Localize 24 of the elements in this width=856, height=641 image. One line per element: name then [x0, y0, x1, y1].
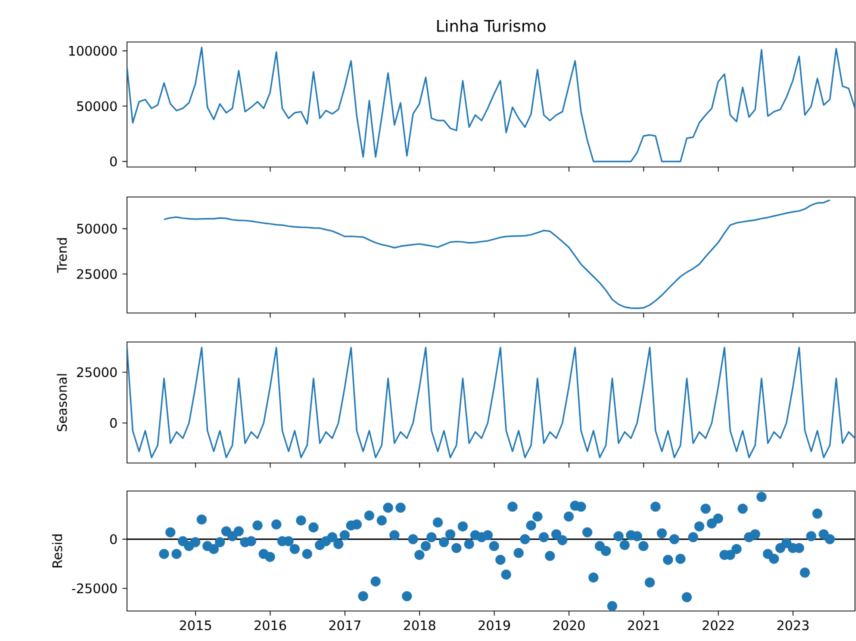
- y-tick-label: 0: [110, 156, 117, 166]
- y-axis-title: Seasonal: [56, 374, 67, 432]
- y-tick-label: 100000: [69, 46, 117, 56]
- x-tick-label: 2018: [404, 620, 436, 630]
- y-tick-label: 0: [110, 418, 117, 428]
- x-tick-label: 2015: [180, 620, 212, 630]
- x-tick-label: 2016: [254, 620, 286, 630]
- y-tick-label: 25000: [77, 269, 117, 279]
- x-tick-label: 2019: [478, 620, 510, 630]
- x-tick-label: 2021: [628, 620, 660, 630]
- x-tick-label: 2023: [777, 620, 809, 630]
- y-tick-label: 50000: [77, 101, 117, 112]
- y-axis-title: Resid: [52, 534, 62, 568]
- y-tick-label: 50000: [77, 224, 117, 234]
- line-series: [127, 346, 856, 458]
- x-tick-label: 2022: [702, 620, 734, 630]
- x-tick-label: 2017: [329, 620, 360, 630]
- y-tick-label: 25000: [77, 367, 117, 378]
- x-tick-label: 2020: [553, 620, 585, 630]
- y-tick-label: -25000: [72, 583, 117, 594]
- line-series: [163, 199, 831, 310]
- y-axis-title: Trend: [56, 238, 67, 273]
- chart-title: Linha Turismo: [437, 20, 546, 32]
- y-tick-label: 0: [110, 534, 117, 544]
